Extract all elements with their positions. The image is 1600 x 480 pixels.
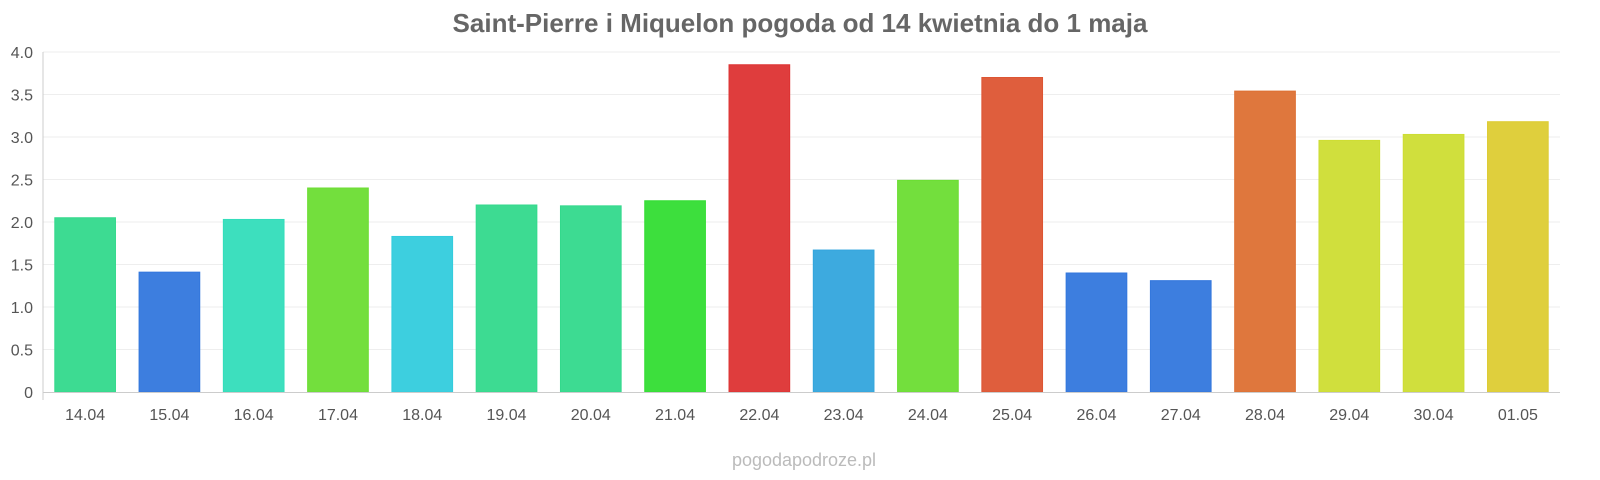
bar <box>897 179 959 393</box>
bar <box>1234 90 1296 393</box>
y-tick-label: 4.0 <box>11 45 33 62</box>
y-tick-label: 2.5 <box>11 173 33 190</box>
x-tick-label: 28.04 <box>1245 407 1285 424</box>
y-axis: 0 0.5 1.0 1.5 2.0 2.5 3.0 3.5 4.0 <box>11 45 44 402</box>
x-tick-label: 27.04 <box>1161 407 1201 424</box>
bar <box>54 217 116 393</box>
bar <box>981 77 1044 393</box>
x-tick-label: 20.04 <box>571 407 611 424</box>
x-tick-label: 15.04 <box>149 407 189 424</box>
y-tick-label: 1.0 <box>11 300 33 317</box>
bar <box>1149 280 1212 393</box>
grid-lines <box>43 51 1560 350</box>
x-tick-label: 26.04 <box>1076 407 1116 424</box>
y-tick-label: 0 <box>24 385 33 402</box>
y-tick-label: 3.0 <box>11 130 33 147</box>
x-tick-label: 01.05 <box>1498 407 1538 424</box>
y-tick-label: 1.5 <box>11 258 33 275</box>
bar <box>1065 272 1128 393</box>
bar <box>1318 139 1381 393</box>
x-tick-label: 30.04 <box>1414 407 1454 424</box>
y-tick-label: 2.0 <box>11 215 33 232</box>
bar <box>812 249 875 393</box>
x-tick-label: 21.04 <box>655 407 695 424</box>
bar <box>644 200 706 393</box>
bar <box>307 187 369 393</box>
bar <box>222 218 285 393</box>
x-tick-label: 22.04 <box>739 407 779 424</box>
chart-title: Saint-Pierre i Miquelon pogoda od 14 kwi… <box>453 8 1148 38</box>
x-tick-label: 23.04 <box>824 407 864 424</box>
x-axis: 14.04 15.04 16.04 17.04 18.04 19.04 20.04 21.04… <box>43 392 1560 424</box>
x-tick-label: 14.04 <box>65 407 105 424</box>
x-tick-label: 24.04 <box>908 407 948 424</box>
y-tick-label: 0.5 <box>11 343 33 360</box>
bar <box>1402 133 1465 393</box>
bar <box>475 204 538 393</box>
bar <box>391 235 454 393</box>
bar <box>138 271 201 393</box>
bar <box>559 205 622 393</box>
x-tick-label: 18.04 <box>402 407 442 424</box>
bar <box>1487 121 1549 393</box>
x-tick-label: 29.04 <box>1329 407 1369 424</box>
watermark: pogodapodroze.pl <box>732 450 876 470</box>
y-tick-label: 3.5 <box>11 88 33 105</box>
bars <box>54 64 1549 393</box>
x-tick-label: 16.04 <box>234 407 274 424</box>
x-tick-label: 17.04 <box>318 407 358 424</box>
x-tick-label: 19.04 <box>487 407 527 424</box>
x-tick-label: 25.04 <box>992 407 1032 424</box>
bar <box>728 64 791 393</box>
